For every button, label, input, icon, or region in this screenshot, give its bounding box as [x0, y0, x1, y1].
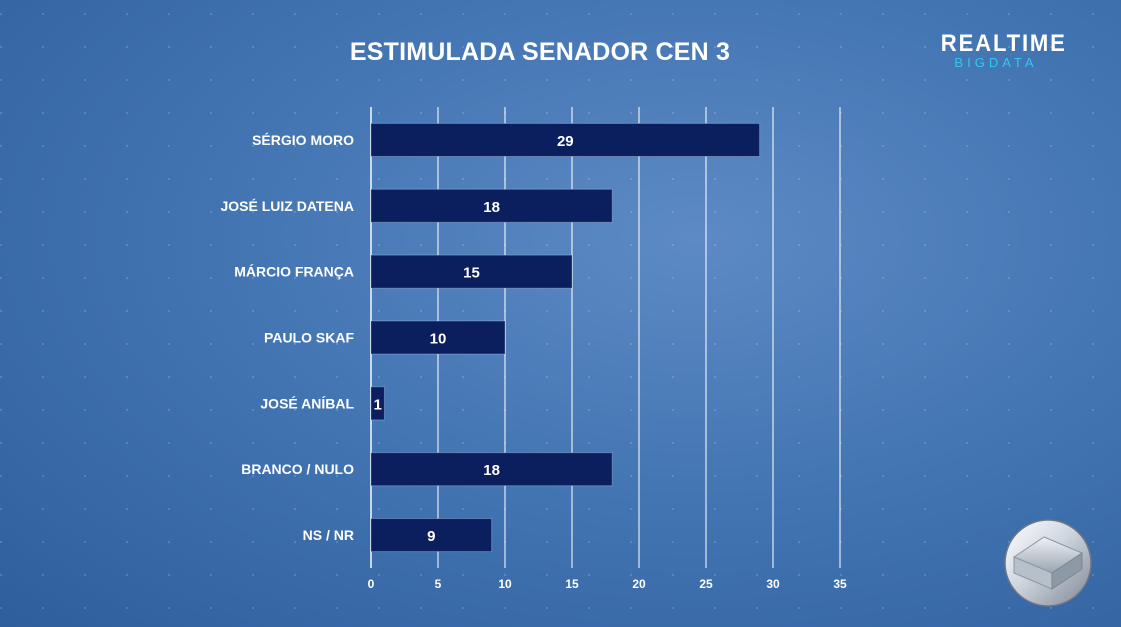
realtime-bigdata-logo: REALTIME BIGDATA [936, 30, 1067, 70]
bar-value-label: 29 [557, 133, 574, 150]
bar [370, 452, 613, 487]
x-tick-label: 20 [632, 577, 646, 591]
bar-value-label: 10 [430, 331, 447, 348]
bar-value-label: 1 [374, 396, 382, 413]
bar-value-label: 18 [483, 462, 500, 479]
bar-value-label: 9 [427, 528, 435, 545]
category-label: SÉRGIO MORO [252, 132, 354, 148]
category-label: JOSÉ LUIZ DATENA [220, 198, 354, 214]
bar [370, 386, 385, 421]
category-label: PAULO SKAF [264, 330, 354, 346]
x-tick-label: 35 [833, 577, 847, 591]
brand-top-text: REALTIME [940, 30, 1067, 57]
bar [370, 320, 506, 355]
category-label: JOSÉ ANÍBAL [260, 395, 354, 411]
bar [370, 188, 613, 223]
x-tick-label: 30 [766, 577, 780, 591]
category-label: MÁRCIO FRANÇA [234, 264, 354, 280]
x-tick-label: 5 [435, 577, 442, 591]
x-tick-label: 15 [565, 577, 579, 591]
bar [370, 518, 493, 553]
x-tick-label: 0 [368, 577, 375, 591]
bar-value-label: 15 [463, 265, 480, 282]
bar [370, 254, 573, 289]
chart-title: ESTIMULADA SENADOR CEN 3 [349, 38, 731, 66]
bar [370, 122, 761, 157]
brand-bottom-text: BIGDATA [954, 55, 1038, 70]
record-tv-logo [1004, 519, 1092, 607]
category-label: NS / NR [303, 527, 354, 543]
x-tick-label: 25 [699, 577, 713, 591]
x-tick-label: 10 [498, 577, 512, 591]
category-label: BRANCO / NULO [241, 461, 354, 477]
bar-value-label: 18 [483, 199, 500, 216]
